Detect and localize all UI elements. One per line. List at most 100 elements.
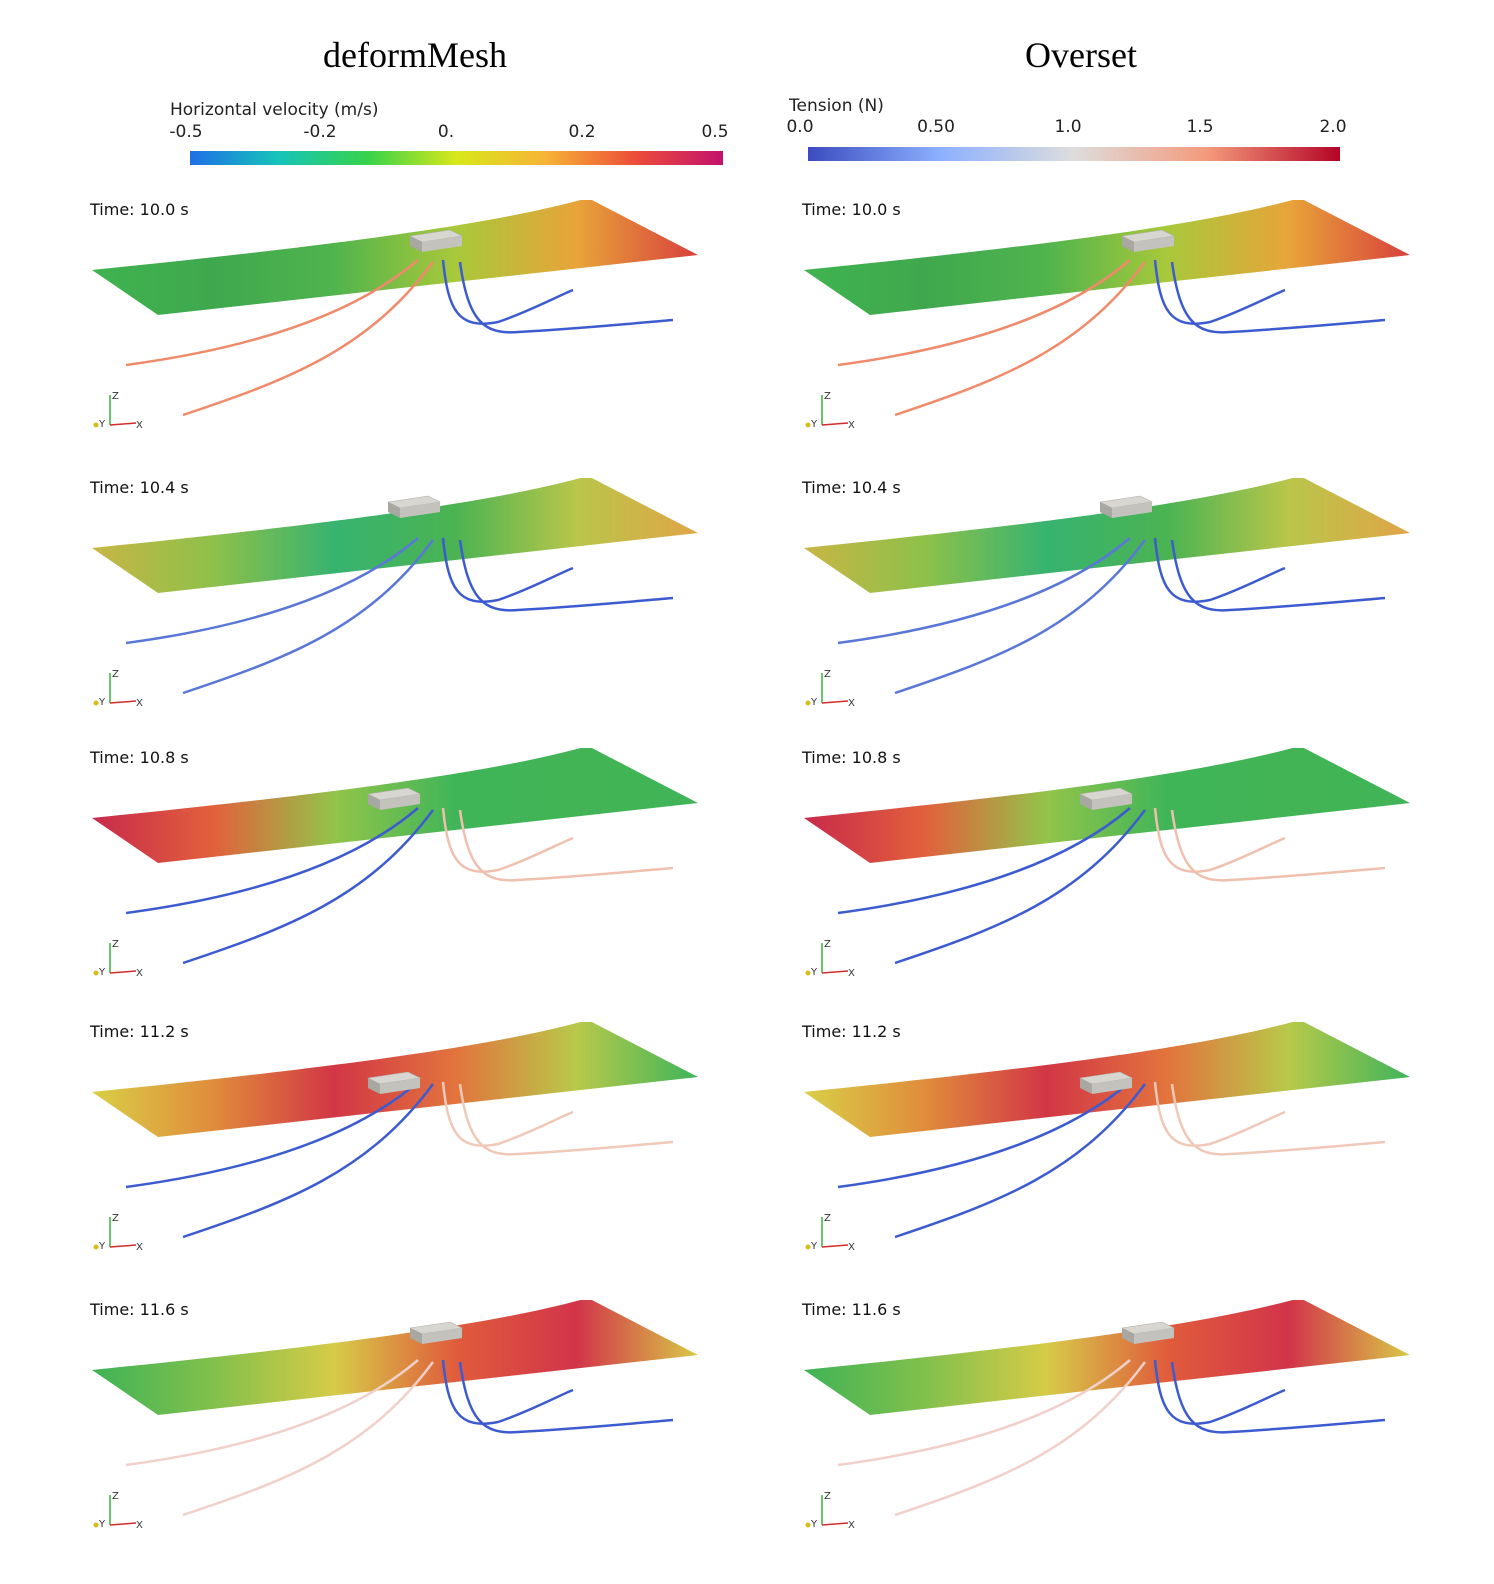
y-axis-marker	[93, 1244, 99, 1250]
panel-graphic: Z Y X	[92, 748, 698, 979]
mooring-line	[1153, 1359, 1286, 1425]
free-surface	[92, 1300, 698, 1415]
floating-body-front	[1092, 794, 1132, 810]
mooring-line	[125, 1081, 419, 1189]
time-label: Time: 11.6 s	[90, 1300, 189, 1319]
mooring-line	[837, 807, 1131, 915]
panel-graphic: Z Y X	[92, 478, 698, 709]
x-axis-label: X	[848, 698, 855, 709]
x-axis-label: X	[136, 698, 143, 709]
tension-tick: 0.0	[786, 117, 814, 137]
free-surface	[92, 200, 698, 315]
mooring-line	[458, 809, 674, 882]
mooring-line	[441, 259, 574, 325]
x-axis-label: X	[136, 968, 143, 979]
simulation-panel: Time: 11.6 s Z Y X	[800, 1300, 1430, 1540]
z-axis-label: Z	[824, 669, 831, 680]
y-axis-label: Y	[810, 967, 818, 978]
mooring-line	[1153, 537, 1286, 603]
deformmesh-title: deformMesh	[323, 35, 507, 75]
panel-graphic: Z Y X	[804, 478, 1410, 709]
z-axis-label: Z	[112, 939, 119, 950]
simulation-panel: Time: 10.4 s Z Y X	[800, 478, 1430, 718]
time-label: Time: 10.4 s	[802, 478, 901, 497]
mooring-line	[182, 1361, 435, 1517]
velocity-tick: -0.2	[303, 122, 337, 142]
y-axis-label: Y	[810, 1241, 818, 1252]
simulation-panel: Time: 11.2 s Z Y X	[800, 1022, 1430, 1262]
velocity-colorbar-title: Horizontal velocity (m/s)	[170, 100, 379, 120]
floating-body-side	[410, 236, 422, 252]
floating-body-side	[1122, 236, 1134, 252]
z-axis-label: Z	[824, 1491, 831, 1502]
time-label: Time: 11.2 s	[802, 1022, 901, 1041]
mooring-line	[837, 259, 1131, 367]
y-axis-marker	[805, 422, 811, 428]
mooring-line	[1153, 807, 1286, 873]
mooring-line	[125, 537, 419, 645]
y-axis-marker	[93, 1522, 99, 1528]
x-axis-line	[821, 700, 849, 704]
velocity-tick: 0.	[437, 122, 455, 142]
simulation-panel: Time: 10.4 s Z Y X	[88, 478, 718, 718]
floating-body-front	[380, 794, 420, 810]
y-axis-label: Y	[810, 419, 818, 430]
floating-body-front	[380, 1078, 420, 1094]
time-label: Time: 10.0 s	[802, 200, 901, 219]
x-axis-line	[821, 422, 849, 426]
floating-body-front	[422, 1328, 462, 1344]
velocity-colorbar	[190, 151, 723, 165]
free-surface	[804, 1300, 1410, 1415]
mooring-line	[458, 1361, 674, 1434]
mooring-line	[894, 1083, 1147, 1239]
panel-graphic: Z Y X	[804, 200, 1410, 431]
x-axis-line	[109, 1522, 137, 1526]
z-axis-label: Z	[824, 1213, 831, 1224]
tension-colorbar	[808, 147, 1340, 161]
floating-body-front	[1134, 236, 1174, 252]
overset-title: Overset	[1025, 35, 1137, 75]
time-label: Time: 10.8 s	[802, 748, 901, 767]
floating-body-side	[388, 502, 400, 518]
panel-graphic: Z Y X	[92, 1300, 698, 1531]
x-axis-label: X	[136, 1520, 143, 1531]
x-axis-line	[109, 970, 137, 974]
mooring-line	[837, 1359, 1131, 1467]
mooring-line	[1170, 261, 1386, 334]
floating-body-side	[1100, 502, 1112, 518]
time-label: Time: 10.0 s	[90, 200, 189, 219]
simulation-panel: Time: 10.0 s Z Y X	[88, 200, 718, 440]
time-label: Time: 11.2 s	[90, 1022, 189, 1041]
free-surface	[804, 200, 1410, 315]
mooring-line	[125, 259, 419, 367]
y-axis-marker	[93, 700, 99, 706]
floating-body-side	[1080, 1078, 1092, 1094]
mooring-line	[182, 261, 435, 417]
y-axis-label: Y	[98, 697, 106, 708]
mooring-line	[1170, 1361, 1386, 1434]
x-axis-line	[109, 700, 137, 704]
x-axis-label: X	[848, 968, 855, 979]
floating-body-side	[1122, 1328, 1134, 1344]
mooring-line	[894, 539, 1147, 695]
free-surface	[804, 478, 1410, 593]
panel-graphic: Z Y X	[92, 200, 698, 431]
velocity-tick: 0.2	[568, 122, 596, 142]
mooring-line	[441, 1359, 574, 1425]
floating-body-front	[400, 502, 440, 518]
floating-body-front	[1134, 1328, 1174, 1344]
y-axis-label: Y	[810, 1519, 818, 1530]
x-axis-label: X	[136, 420, 143, 431]
panel-graphic: Z Y X	[92, 1022, 698, 1253]
y-axis-marker	[805, 1522, 811, 1528]
time-label: Time: 10.4 s	[90, 478, 189, 497]
x-axis-line	[109, 422, 137, 426]
floating-body-side	[368, 794, 380, 810]
floating-body-side	[368, 1078, 380, 1094]
x-axis-line	[109, 1244, 137, 1248]
y-axis-label: Y	[98, 1519, 106, 1530]
tension-tick: 0.50	[917, 117, 955, 137]
x-axis-label: X	[136, 1242, 143, 1253]
mooring-line	[894, 809, 1147, 965]
panel-graphic: Z Y X	[804, 1300, 1410, 1531]
